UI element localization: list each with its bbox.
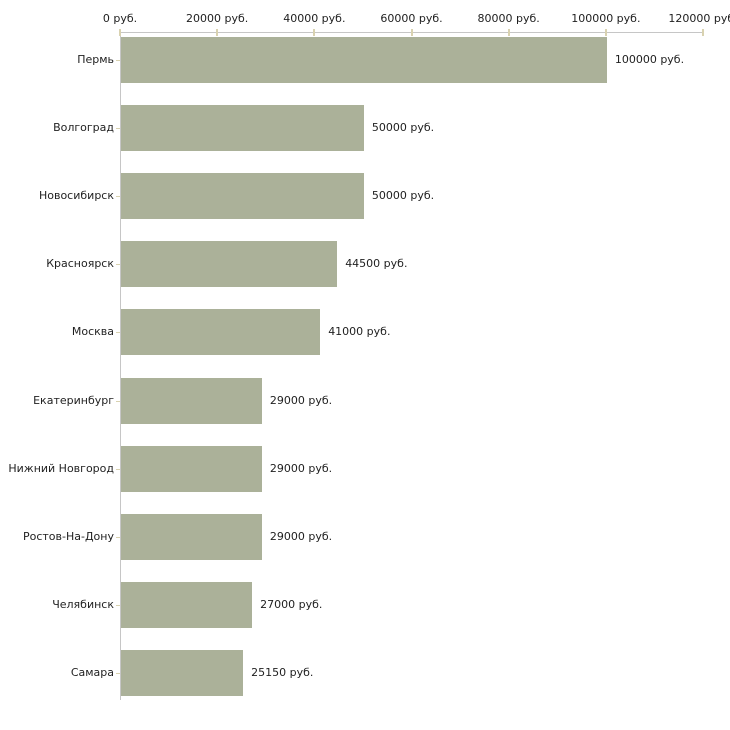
value-label: 29000 руб. bbox=[269, 393, 333, 407]
x-axis-tick bbox=[410, 29, 413, 36]
value-label: 27000 руб. bbox=[260, 598, 323, 612]
category-tick bbox=[116, 195, 120, 197]
category-tick bbox=[116, 605, 120, 607]
value-label: 25150 руб. bbox=[251, 666, 314, 680]
category-tick bbox=[116, 332, 120, 334]
bar-Пермь bbox=[121, 36, 607, 83]
category-tick bbox=[116, 673, 120, 675]
value-label: 50000 руб. bbox=[371, 188, 435, 202]
bar-Ростов-На-Дону bbox=[121, 513, 262, 560]
x-axis-tick-label: 80000 руб. bbox=[477, 12, 540, 25]
bar-Москва bbox=[121, 309, 321, 356]
bar-Екатеринбург bbox=[121, 377, 262, 424]
category-label: Екатеринбург bbox=[33, 393, 114, 407]
bar-Нижний Новгород bbox=[121, 445, 262, 492]
bar-Волгоград bbox=[121, 104, 364, 151]
x-axis-tick-label: 20000 руб. bbox=[186, 12, 249, 25]
bar-Красноярск bbox=[121, 241, 338, 288]
category-label: Ростов-На-Дону bbox=[22, 529, 114, 543]
value-label: 41000 руб. bbox=[328, 325, 391, 339]
category-label: Новосибирск bbox=[38, 188, 114, 202]
category-tick bbox=[116, 59, 120, 61]
category-label: Нижний Новгород bbox=[8, 461, 114, 475]
bar-Самара bbox=[121, 650, 244, 697]
y-axis-line bbox=[120, 32, 121, 700]
category-tick bbox=[116, 400, 120, 402]
category-tick bbox=[116, 468, 120, 470]
x-axis-tick bbox=[216, 29, 219, 36]
x-axis-tick-label: 0 руб. bbox=[102, 12, 138, 25]
x-axis-tick bbox=[507, 29, 510, 36]
category-tick bbox=[116, 264, 120, 266]
category-tick bbox=[116, 127, 120, 129]
category-label: Красноярск bbox=[46, 257, 114, 271]
value-label: 29000 руб. bbox=[269, 461, 333, 475]
category-label: Пермь bbox=[77, 52, 114, 66]
bar-Челябинск bbox=[121, 582, 253, 629]
category-label: Волгоград bbox=[53, 120, 114, 134]
category-label: Москва bbox=[71, 325, 114, 339]
value-label: 44500 руб. bbox=[345, 257, 408, 271]
x-axis-tick-label: 120000 руб. bbox=[668, 12, 730, 25]
x-axis-tick-label: 100000 руб. bbox=[571, 12, 641, 25]
x-axis-tick bbox=[119, 29, 121, 36]
x-axis-tick-label: 60000 руб. bbox=[380, 12, 443, 25]
category-label: Челябинск bbox=[52, 598, 114, 612]
category-tick bbox=[116, 536, 120, 538]
x-axis-tick bbox=[313, 29, 316, 36]
x-axis-tick bbox=[604, 29, 607, 36]
x-axis-tick-label: 40000 руб. bbox=[283, 12, 346, 25]
category-label: Самара bbox=[70, 666, 114, 680]
bar-Новосибирск bbox=[121, 172, 364, 219]
value-label: 50000 руб. bbox=[371, 120, 435, 134]
value-label: 100000 руб. bbox=[614, 52, 685, 66]
x-axis-tick bbox=[702, 29, 704, 36]
value-label: 29000 руб. bbox=[269, 529, 333, 543]
